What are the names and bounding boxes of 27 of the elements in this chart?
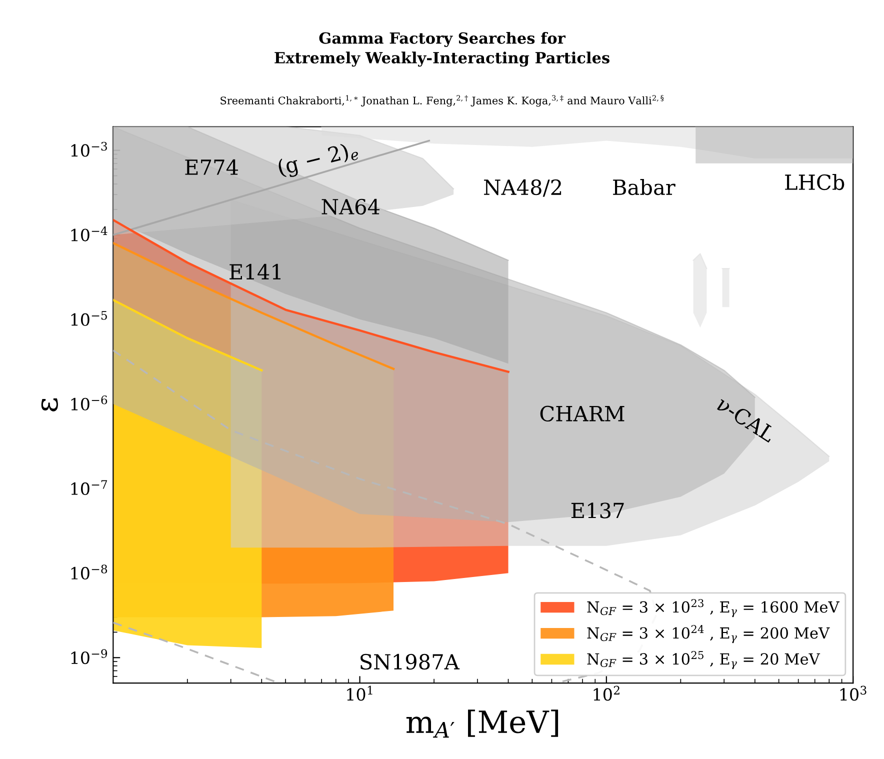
y-tick-label: 10$^{−5}$: [71, 311, 107, 326]
chart-title: Gamma Factory Searches for Extremely Weakly-Interacting Particles: [274, 32, 610, 67]
legend-label: N$_{GF}$ = 3 × 10$^{25}$ , E$_{γ}$ = 20 MeV: [587, 651, 820, 670]
annotation: LHCb: [785, 174, 844, 190]
annotation: SN1987A: [360, 654, 460, 670]
y-tick-label: 10$^{−9}$: [71, 649, 108, 664]
y-tick-label: 10$^{−4}$: [71, 226, 108, 242]
annotation: Babar: [613, 178, 676, 196]
annotation: NA64: [322, 198, 380, 215]
annotation: NA48/2: [484, 179, 562, 197]
legend-label: N$_{GF}$ = 3 × 10$^{23}$ , E$_{γ}$ = 1600 MeV: [587, 599, 840, 618]
x-tick-label: 10$^{3}$: [840, 686, 866, 701]
x-tick-label: 10$^{1}$: [347, 686, 372, 701]
legend-label: N$_{GF}$ = 3 × 10$^{24}$ , E$_{γ}$ = 200 MeV: [587, 625, 830, 644]
annotation: E137: [571, 502, 624, 518]
x-tick-label: 10$^{2}$: [594, 686, 620, 701]
annotation: (g − 2)$_{e}$: [276, 140, 360, 180]
x-axis-title: m$_{A′}$ [MeV]: [406, 710, 558, 738]
y-tick-label: 10$^{−7}$: [71, 480, 108, 496]
annotation: E141: [230, 264, 280, 280]
chart-subtitle: Sreemanti Chakraborti,$^{1,∗}$ Jonathan L. Feng,$^{2,†}$ James K. Koga,$^{3,‡}$ and Mauro Valli$^{2,§}$: [220, 95, 664, 107]
annotation: CHARM: [540, 406, 624, 422]
y-tick-label: 10$^{−3}$: [71, 142, 107, 157]
annotation: E774: [185, 159, 238, 175]
y-tick-label: 10$^{−8}$: [71, 564, 108, 580]
y-tick-label: 10$^{−6}$: [71, 395, 108, 410]
y-axis-title: ε: [41, 398, 58, 412]
